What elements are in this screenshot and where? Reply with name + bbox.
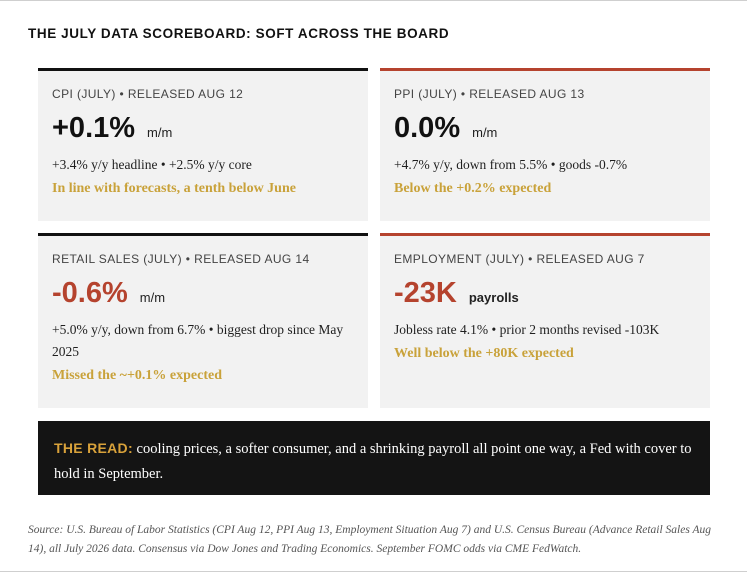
card-label: RETAIL SALES (JULY) • RELEASED AUG 14	[52, 252, 310, 266]
card-detail: Jobless rate 4.1% • prior 2 months revis…	[394, 322, 660, 337]
source-note: Source: U.S. Bureau of Labor Statistics …	[28, 524, 711, 555]
card-detail: +4.7% y/y, down from 5.5% • goods -0.7%	[394, 157, 628, 172]
card-label: EMPLOYMENT (JULY) • RELEASED AUG 7	[394, 252, 645, 266]
metric-value: 0.0%	[394, 112, 461, 144]
metric-row: 0.0% m/m	[394, 111, 696, 145]
metric-row: -23K payrolls	[394, 276, 696, 310]
employment-card: EMPLOYMENT (JULY) • RELEASED AUG 7 -23K …	[380, 233, 710, 408]
card-note: In line with forecasts, a tenth below Ju…	[52, 181, 296, 196]
card-label: PPI (JULY) • RELEASED AUG 13	[394, 87, 585, 101]
metric-unit: payrolls	[468, 290, 519, 305]
metric-unit: m/m	[139, 290, 166, 305]
read-text: cooling prices, a softer consumer, and a…	[54, 441, 692, 482]
metric-unit: m/m	[147, 125, 173, 140]
ppi-card: PPI (JULY) • RELEASED AUG 13 0.0% m/m +4…	[380, 68, 710, 221]
retail-sales-card: RETAIL SALES (JULY) • RELEASED AUG 14 -0…	[38, 233, 368, 408]
the-read-box: THE READ: cooling prices, a softer consu…	[38, 421, 710, 495]
card-label: CPI (JULY) • RELEASED AUG 12	[52, 87, 244, 101]
card-detail: +5.0% y/y, down from 6.7% • biggest drop…	[52, 322, 344, 359]
card-note: Below the +0.2% expected	[394, 181, 552, 196]
read-label: THE READ:	[54, 440, 133, 456]
card-note: Well below the +80K expected	[394, 346, 574, 361]
metric-value: -0.6%	[52, 277, 128, 309]
page-title: THE JULY DATA SCOREBOARD: SOFT ACROSS TH…	[28, 26, 450, 41]
card-note: Missed the ~+0.1% expected	[52, 368, 223, 383]
bottom-rule	[0, 571, 747, 572]
metric-row: +0.1% m/m	[52, 111, 354, 145]
metric-row: -0.6% m/m	[52, 276, 354, 310]
card-detail: +3.4% y/y headline • +2.5% y/y core	[52, 157, 252, 172]
top-rule	[0, 0, 747, 1]
metric-value: +0.1%	[52, 112, 136, 144]
metric-unit: m/m	[472, 125, 498, 140]
metric-value: -23K	[394, 277, 457, 309]
cpi-card: CPI (JULY) • RELEASED AUG 12 +0.1% m/m +…	[38, 68, 368, 221]
